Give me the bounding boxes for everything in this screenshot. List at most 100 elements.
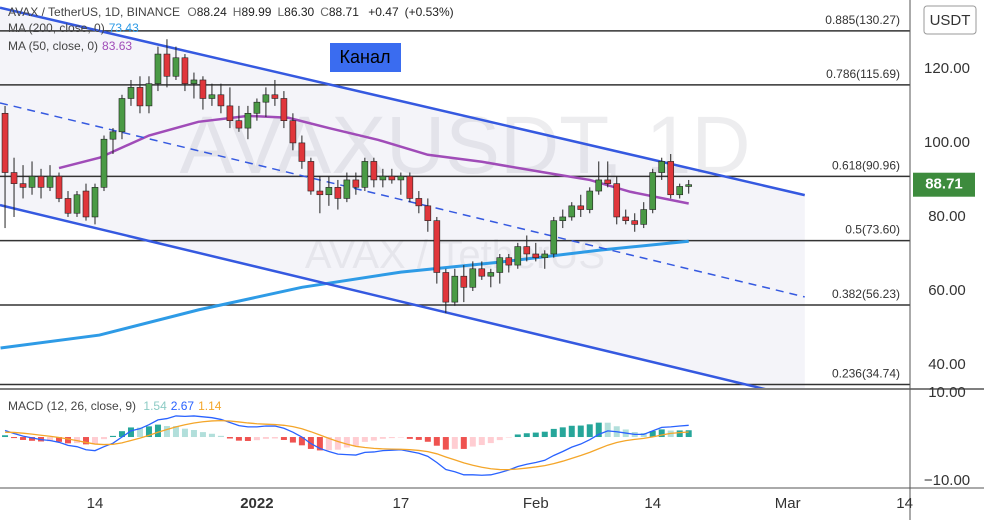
legend-name: MA (50, close, 0) [8, 39, 99, 53]
macd-histogram-bar [370, 437, 377, 441]
candle-body [541, 253, 549, 258]
candle-body [505, 257, 513, 266]
candle-body [46, 175, 54, 188]
x-tick-label: 2022 [240, 495, 273, 512]
macd-histogram-bar [676, 430, 683, 438]
x-tick-label: 14 [87, 495, 104, 512]
macd-histogram-bar [415, 437, 422, 440]
macd-histogram-bar [65, 437, 72, 444]
candle-body [64, 198, 72, 214]
macd-histogram-bar [469, 437, 476, 447]
candle-body [451, 275, 459, 303]
macd-histogram-bar [82, 437, 89, 445]
candle-body [442, 272, 450, 303]
macd-histogram-bar [244, 437, 251, 441]
change: +0.47 [368, 5, 399, 19]
macd-histogram-bar [2, 435, 9, 438]
macd-histogram-bar [118, 431, 125, 438]
macd-histogram-bar [47, 437, 54, 442]
x-tick-label: 14 [644, 495, 661, 512]
unit-box[interactable] [923, 5, 977, 35]
macd-histogram-bar [20, 437, 27, 440]
fib-label: 0.885(130.27) [825, 13, 900, 27]
macd-histogram-bar [541, 431, 548, 438]
candle-body [82, 190, 90, 218]
candle-body [550, 220, 558, 255]
candle-body [208, 94, 216, 99]
macd-histogram-bar [199, 432, 206, 438]
candle-body [226, 105, 234, 121]
x-tick-label: Feb [523, 495, 549, 512]
candle-body [73, 194, 81, 214]
macd-histogram-bar [280, 437, 287, 440]
ohlc-prefix: O [187, 5, 197, 19]
macd-line [4, 415, 689, 476]
macd-histogram-bar [253, 437, 260, 441]
price-pane: AVAXUSDT, 1D AVAX / TetherUS 0.885(130.2… [0, 6, 910, 388]
macd-histogram-bar [478, 437, 485, 446]
macd-histogram-bar [505, 437, 512, 438]
macd-legend: MACD (12, 26, close, 9) 1.54 2.67 1.14 [8, 398, 225, 414]
ma200-legend: MA (200, close, 0) 73.43 [8, 20, 143, 36]
candle-body [172, 57, 180, 77]
change-pct: (+0.53%) [404, 5, 454, 19]
legend-value: 73.43 [108, 21, 139, 35]
macd-histogram-bar [397, 437, 404, 438]
fib-label: 0.5(73.60) [845, 223, 900, 237]
legend-value: 1.14 [198, 399, 222, 413]
candle-body [514, 246, 522, 266]
macd-histogram-bar [29, 437, 36, 441]
candle-body [1, 112, 9, 173]
candle-body [118, 98, 126, 133]
candle-body [136, 87, 144, 107]
macd-histogram-bar [56, 437, 63, 442]
candle-body [109, 131, 117, 140]
channel-line [0, 102, 805, 298]
macd-pane [2, 415, 692, 476]
channel-line [0, 203, 766, 388]
candle-body [370, 161, 378, 181]
legend-value: 2.67 [170, 399, 195, 413]
candle-body [559, 216, 567, 221]
candle-body [613, 183, 621, 218]
macd-histogram-bar [262, 437, 269, 439]
x-tick-label: 14 [896, 495, 913, 512]
macd-histogram-bar [235, 437, 242, 441]
legend-name: MACD (12, 26, close, 9) [8, 399, 137, 413]
y-tick-label: 120.00 [924, 60, 970, 77]
candle-body [487, 272, 495, 277]
macd-histogram-bar [685, 430, 692, 438]
y-tick-label: 80.00 [928, 208, 966, 225]
macd-histogram-bar [532, 432, 539, 438]
macd-histogram-bar [658, 429, 665, 438]
annotation-box[interactable] [330, 43, 401, 72]
candle-body [379, 175, 387, 181]
candle-body [298, 142, 306, 162]
ohlc-value: 89.99 [241, 5, 272, 19]
header-legend: AVAX / TetherUS, 1D, BINANCE O88.24 H89.9… [8, 4, 460, 20]
candle-body [19, 183, 27, 188]
macd-histogram-bar [181, 428, 188, 438]
candle-body [235, 120, 243, 129]
macd-histogram-bar [361, 437, 368, 442]
candle-body [289, 120, 297, 144]
candle-body [685, 184, 693, 187]
candle-body [271, 94, 279, 99]
macd-histogram-bar [496, 437, 503, 441]
ohlc-prefix: C [320, 5, 329, 19]
candle-body [244, 112, 252, 129]
title: AVAX / TetherUS, 1D, BINANCE [8, 5, 181, 19]
macd-histogram-bar [442, 437, 449, 450]
candle-body [568, 205, 576, 218]
candle-body [433, 220, 441, 273]
last-price-box [913, 172, 975, 197]
macd-histogram-bar [577, 425, 584, 438]
macd-histogram-bar [586, 424, 593, 438]
macd-line [5, 419, 689, 471]
macd-histogram-bar [433, 437, 440, 446]
y-tick-label: 100.00 [924, 134, 970, 151]
candle-body [631, 220, 639, 225]
candle-body [361, 161, 369, 188]
